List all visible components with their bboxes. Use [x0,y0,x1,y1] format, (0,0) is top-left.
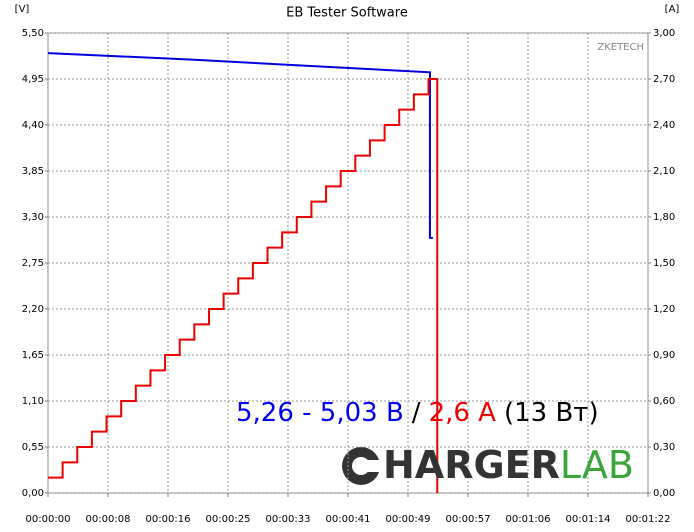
x-tick-label: 00:00:25 [206,514,251,525]
series-line [47,52,433,239]
annotation-part: / [412,398,421,428]
y-tick-label: 2,75 [22,258,44,269]
watermark: ZKETECH [597,42,644,53]
x-tick-label: 00:00:41 [326,514,371,525]
y2-tick-label: 0,60 [653,396,675,407]
y2-tick-label: 0,30 [653,442,675,453]
y2-tick-label: 0,90 [653,350,675,361]
y-tick-label: 3,85 [22,166,44,177]
y2-tick-label: 2,70 [653,74,675,85]
y2-tick-label: 1,80 [653,212,675,223]
x-tick-label: 00:01:14 [566,514,611,525]
y-tick-label: 4,95 [22,74,44,85]
y2-tick-label: 0,00 [653,488,675,499]
y2-tick-label: 2,40 [653,120,675,131]
x-tick-label: 00:00:57 [446,514,491,525]
x-tick-label: 00:01:22 [626,514,671,525]
logo-part: LAB [560,443,634,487]
y-tick-label: 0,55 [22,442,44,453]
x-tick-label: 00:00:16 [146,514,191,525]
logo-part: HARGER [383,443,560,487]
annotation: 5,26 - 5,03 В / 2,6 А (13 Вт) [236,398,599,428]
chart-title: EB Tester Software [286,6,408,21]
y-tick-label: 1,65 [22,350,44,361]
annotation-part: (13 Вт) [504,398,599,428]
annotation-part: 5,26 - 5,03 В [236,398,404,428]
logo-icon [342,447,383,485]
y-tick-label: 2,20 [22,304,44,315]
y-unit: [V] [15,4,30,15]
y2-tick-label: 3,00 [653,28,675,39]
y2-tick-label: 1,50 [653,258,675,269]
y-tick-label: 0,00 [22,488,44,499]
y2-tick-label: 2,10 [653,166,675,177]
x-tick-label: 00:00:49 [386,514,431,525]
y2-unit: [A] [665,4,680,15]
y-tick-label: 1,10 [22,396,44,407]
y-tick-label: 4,40 [22,120,44,131]
x-tick-label: 00:00:33 [266,514,311,525]
x-tick-label: 00:00:08 [86,514,131,525]
annotation-part: 2,6 А [429,398,497,428]
y-tick-label: 5,50 [22,28,44,39]
x-tick-label: 00:01:06 [506,514,551,525]
series-line [48,78,439,493]
y2-tick-label: 1,20 [653,304,675,315]
y-tick-label: 3,30 [22,212,44,223]
x-tick-label: 00:00:00 [26,514,71,525]
logo: HARGERLAB [383,443,634,487]
